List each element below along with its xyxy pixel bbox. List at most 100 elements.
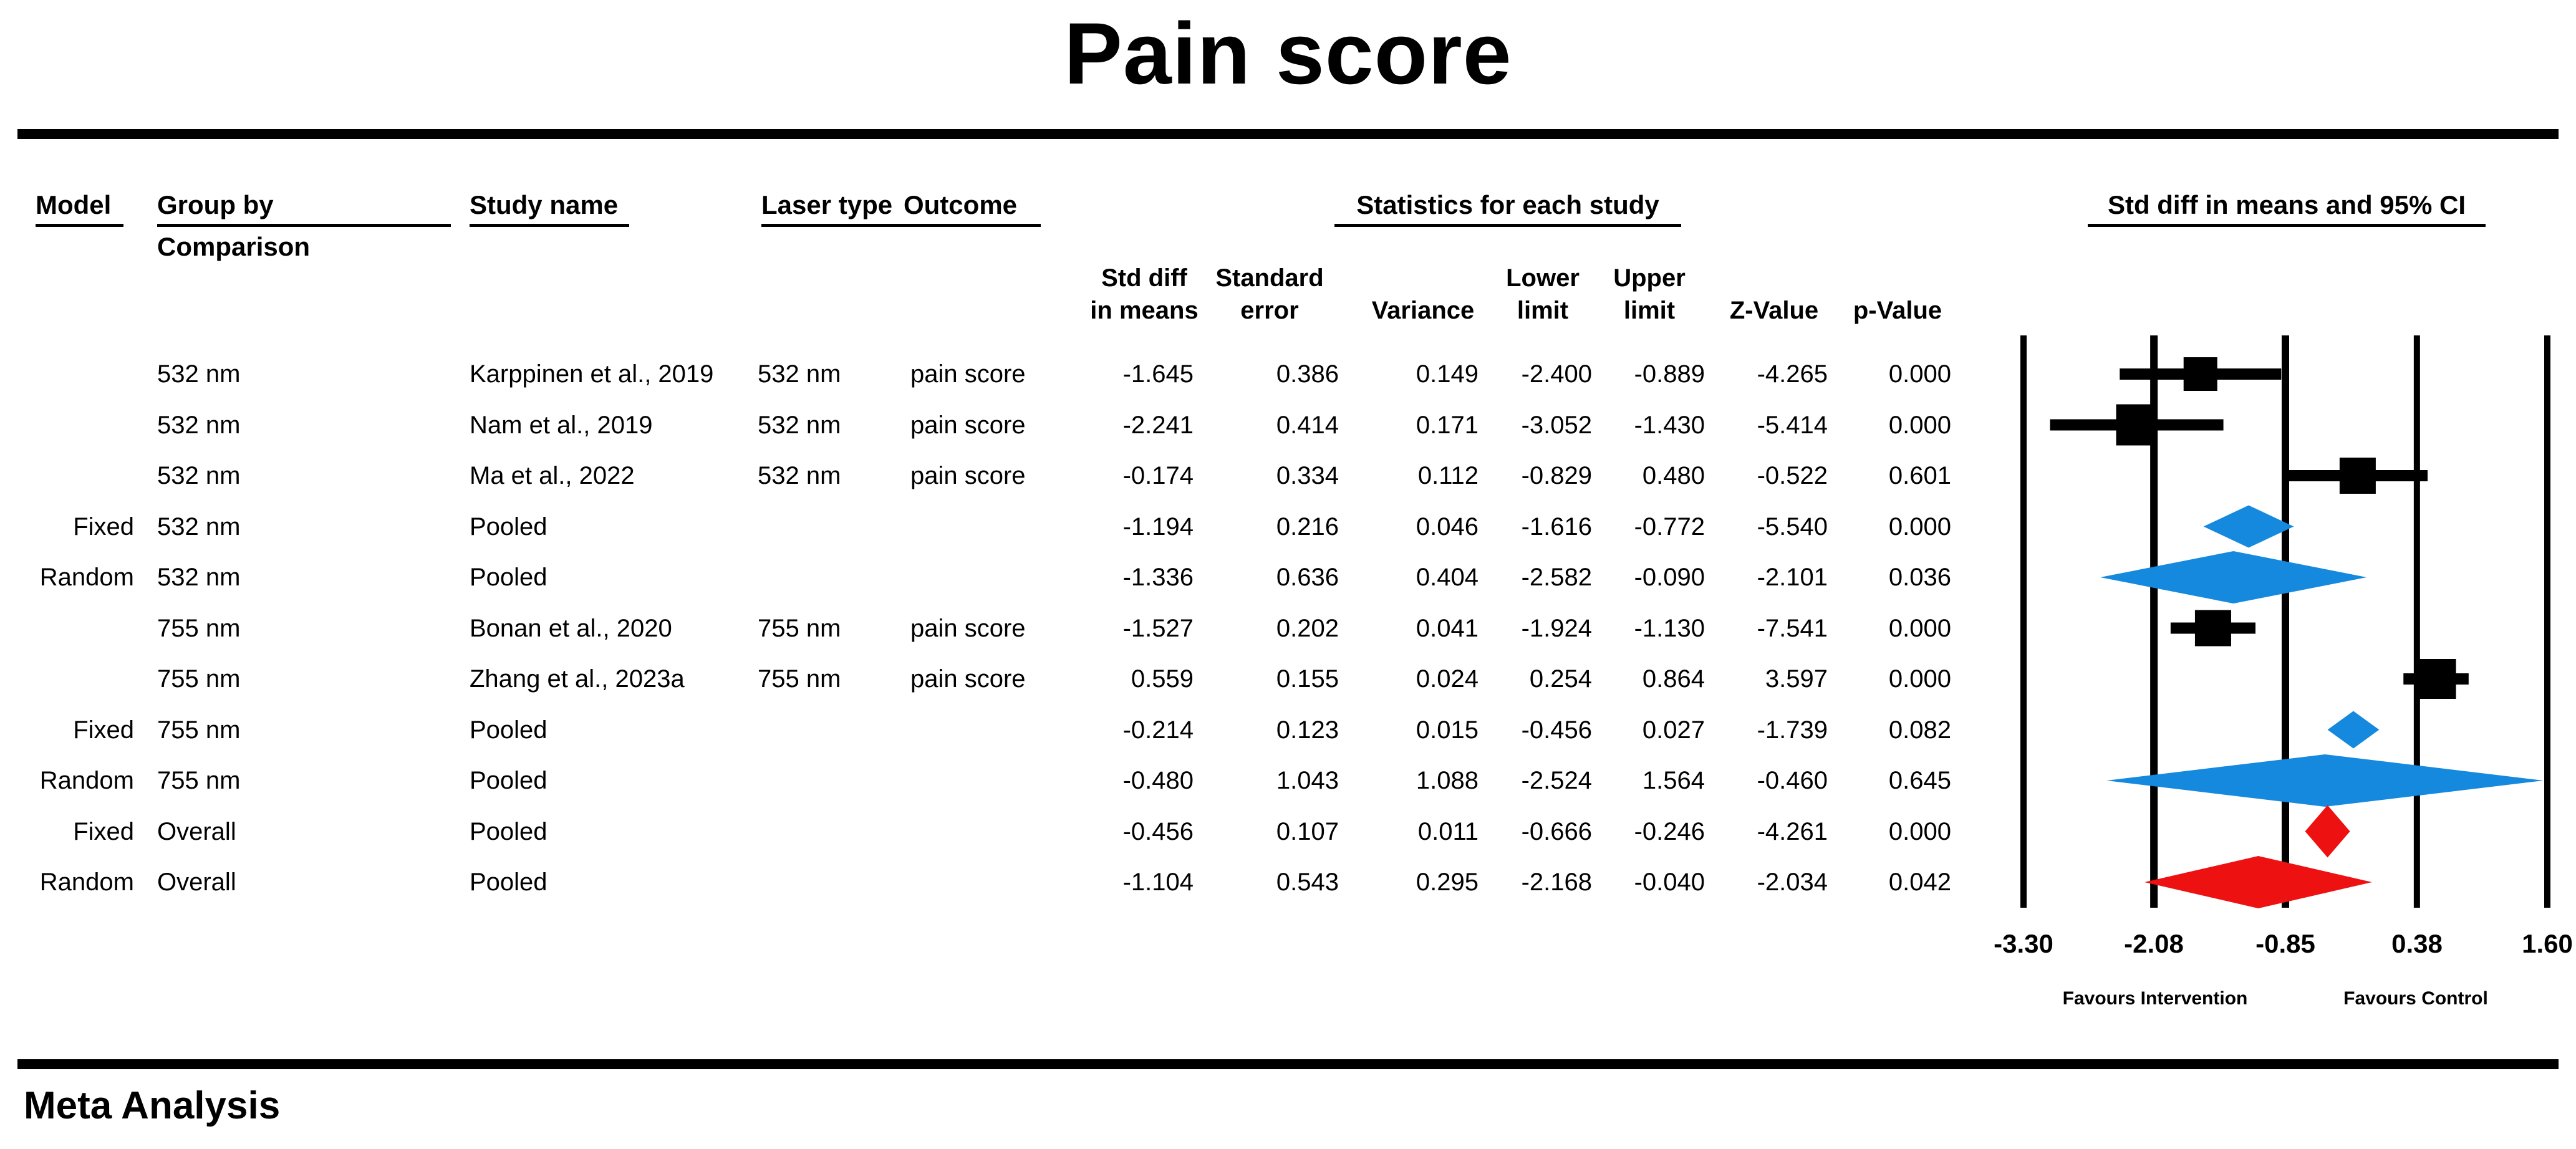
- subcolumn-header-lower-limit: Lower limit: [1449, 262, 1636, 327]
- lower-limit-cell: -1.616: [1521, 513, 1592, 541]
- pooled-diamond: [2100, 551, 2367, 603]
- standard-error-cell: 0.216: [1276, 513, 1339, 541]
- std-diff-cell: 0.559: [1131, 665, 1194, 693]
- variance-cell: 0.046: [1416, 513, 1479, 541]
- page-title: Pain score: [1064, 4, 1512, 102]
- standard-error-cell: 0.414: [1276, 411, 1339, 439]
- study-cell: Pooled: [470, 767, 548, 794]
- upper-limit-cell: 0.480: [1642, 462, 1705, 489]
- study-cell: Pooled: [470, 564, 548, 591]
- variance-cell: 0.112: [1417, 462, 1479, 489]
- axis-tick-label: 1.60: [2522, 929, 2573, 958]
- subcolumn-line1: Std diff: [1101, 264, 1187, 292]
- laser-cell: 755 nm: [758, 665, 841, 693]
- upper-limit-cell: 0.027: [1642, 716, 1705, 744]
- group-cell: 755 nm: [157, 665, 241, 693]
- subcolumn-line2: error: [1240, 297, 1299, 324]
- z-value-cell: -5.414: [1757, 411, 1828, 439]
- subcolumn-line2: limit: [1623, 297, 1676, 324]
- study-cell: Ma et al., 2022: [470, 462, 635, 489]
- p-value-cell: 0.000: [1888, 818, 1951, 845]
- table-row: 755 nm Zhang et al., 2023a 755 nm pain scor…: [0, 654, 1983, 704]
- lower-limit-cell: -2.400: [1521, 360, 1592, 388]
- table-row: 755 nm Bonan et al., 2020 755 nm pain score…: [0, 603, 1983, 653]
- z-value-cell: -7.541: [1757, 615, 1828, 642]
- p-value-cell: 0.042: [1888, 868, 1951, 896]
- pooled-diamond: [2144, 856, 2372, 908]
- z-value-cell: -4.265: [1757, 360, 1828, 388]
- outcome-cell: pain score: [910, 665, 1026, 693]
- study-cell: Pooled: [470, 716, 548, 744]
- standard-error-cell: 0.107: [1276, 818, 1339, 845]
- table-row: Fixed 755 nm Pooled -0.214 0.123 0.015 -0.456 0…: [0, 705, 1983, 755]
- axis-tick-label: -2.08: [2124, 929, 2184, 958]
- variance-cell: 0.024: [1416, 665, 1479, 693]
- std-diff-cell: -1.527: [1122, 615, 1194, 642]
- upper-limit-cell: -1.130: [1634, 615, 1705, 642]
- subcolumn-header-std-diff: Std diff in means: [1051, 262, 1238, 327]
- std-diff-cell: -2.241: [1122, 411, 1194, 439]
- model-cell: Random: [39, 767, 134, 794]
- subcolumn-header-upper-limit: Upper limit: [1556, 262, 1743, 327]
- effect-square: [2416, 659, 2456, 699]
- column-header-study-name: Study name: [470, 189, 629, 227]
- column-header-model: Model: [36, 189, 123, 227]
- standard-error-cell: 1.043: [1276, 767, 1339, 794]
- table-row: Random Overall Pooled -1.104 0.543 0.295 -2.16…: [0, 857, 1983, 907]
- model-cell: Fixed: [73, 716, 134, 744]
- laser-cell: 532 nm: [758, 411, 841, 439]
- variance-cell: 1.088: [1416, 767, 1479, 794]
- bottom-divider: [17, 1059, 2559, 1069]
- effect-square: [2194, 610, 2231, 647]
- column-header-statistics-group: Statistics for each study: [1334, 189, 1681, 227]
- upper-limit-cell: 1.564: [1642, 767, 1705, 794]
- axis-tick-label: 0.38: [2391, 929, 2443, 958]
- axis-tick-label: -3.30: [1994, 929, 2053, 958]
- pooled-diamond: [2327, 711, 2380, 749]
- standard-error-cell: 0.543: [1276, 868, 1339, 896]
- subcolumn-header-p-value: p-Value: [1804, 262, 1991, 327]
- z-value-cell: -0.522: [1757, 462, 1828, 489]
- table-row: Fixed Overall Pooled -0.456 0.107 0.011 -0.666…: [0, 807, 1983, 857]
- lower-limit-cell: -0.666: [1521, 818, 1592, 845]
- column-header-group-by: Group by: [157, 189, 451, 227]
- lower-limit-cell: -2.168: [1521, 868, 1592, 896]
- outcome-cell: pain score: [910, 462, 1026, 489]
- subcolumn-header-z-value: Z-Value: [1681, 262, 1868, 327]
- subcolumn-line1: Standard: [1215, 264, 1324, 292]
- subcolumn-header-standard-error: Standard error: [1176, 262, 1363, 327]
- subcolumn-header-variance: Variance: [1329, 262, 1517, 327]
- z-value-cell: -2.034: [1757, 868, 1828, 896]
- model-cell: [0, 451, 134, 501]
- table-row: 532 nm Karppinen et al., 2019 532 nm pain s…: [0, 349, 1983, 399]
- subcolumn-line2: Variance: [1371, 297, 1475, 324]
- variance-cell: 0.011: [1417, 818, 1479, 845]
- column-header-laser-type: Laser type: [761, 189, 906, 227]
- pooled-diamond: [2106, 754, 2544, 807]
- group-cell: 532 nm: [157, 564, 241, 591]
- group-cell: 755 nm: [157, 767, 241, 794]
- model-cell: Random: [39, 868, 134, 896]
- z-value-cell: -0.460: [1757, 767, 1828, 794]
- study-cell: Bonan et al., 2020: [470, 615, 672, 642]
- pooled-diamond: [2305, 805, 2350, 858]
- model-cell: Random: [39, 564, 134, 591]
- standard-error-cell: 0.334: [1276, 462, 1339, 489]
- upper-limit-cell: 0.864: [1642, 665, 1705, 693]
- z-value-cell: 3.597: [1765, 665, 1828, 693]
- table-row: Random 755 nm Pooled -0.480 1.043 1.088 -2.524…: [0, 756, 1983, 805]
- lower-limit-cell: -3.052: [1521, 411, 1592, 439]
- table-row: Random 532 nm Pooled -1.336 0.636 0.404 -2.582…: [0, 552, 1983, 602]
- model-cell: [0, 603, 134, 653]
- p-value-cell: 0.601: [1888, 462, 1951, 489]
- p-value-cell: 0.000: [1888, 360, 1951, 388]
- model-cell: [0, 654, 134, 704]
- subcolumn-line1: Lower: [1506, 264, 1580, 292]
- standard-error-cell: 0.202: [1276, 615, 1339, 642]
- group-cell: 532 nm: [157, 462, 241, 489]
- p-value-cell: 0.082: [1888, 716, 1951, 744]
- upper-limit-cell: -0.889: [1634, 360, 1705, 388]
- variance-cell: 0.149: [1416, 360, 1479, 388]
- std-diff-cell: -1.645: [1122, 360, 1194, 388]
